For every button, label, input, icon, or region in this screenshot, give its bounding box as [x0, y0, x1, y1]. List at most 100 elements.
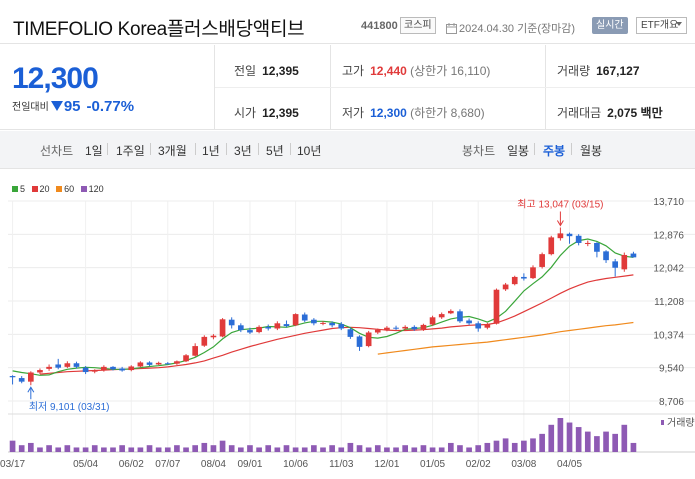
volume-legend-swatch [661, 420, 664, 425]
volume-bar [502, 438, 509, 452]
volume-bar [37, 447, 43, 452]
candle-body [210, 335, 217, 338]
tab-1day[interactable]: 1일 [85, 144, 103, 158]
candle-body [219, 319, 226, 337]
ma-legend: 5 20 60 120 [12, 184, 104, 194]
down-triangle-icon [50, 101, 63, 111]
stat-value: 12,395 [262, 106, 299, 120]
volume-bar [511, 442, 518, 452]
candle-body [429, 317, 436, 325]
stat-value: 167,127 [596, 64, 640, 78]
candle-body [438, 314, 445, 318]
volume-bar [237, 447, 244, 452]
volume-bar [183, 447, 189, 452]
realtime-button[interactable]: 실시간 [592, 17, 628, 34]
stat-value: 12,300 [370, 106, 407, 120]
x-tick-label: 05/04 [73, 459, 98, 470]
legend-label: 60 [64, 184, 75, 194]
x-tick-label: 10/06 [283, 459, 308, 470]
candle-body [475, 323, 482, 329]
volume-bar [128, 447, 135, 452]
candle-body [174, 361, 180, 364]
stat-amount: 거래대금 2,075 백만 [557, 104, 663, 121]
volume-bar [283, 445, 290, 452]
candle-body [101, 366, 107, 371]
candle-body [484, 324, 491, 328]
candle-body [91, 370, 98, 372]
market-badge: 코스피 [400, 17, 436, 34]
candle-body [447, 310, 454, 314]
candle-body [228, 319, 235, 326]
candle-body [256, 326, 262, 333]
candle-body [18, 378, 25, 382]
tab-5year[interactable]: 5년 [266, 144, 284, 158]
candle-body [311, 319, 317, 324]
tab-1year[interactable]: 1년 [202, 144, 220, 158]
candle-body [183, 355, 189, 362]
x-tick-label: 06/02 [119, 459, 144, 470]
legend-swatch-120 [80, 186, 87, 192]
date-info: 2024.04.30 기준(장마감) [446, 20, 575, 36]
candle-body [37, 370, 43, 373]
volume-bar [146, 445, 153, 452]
tab-10year[interactable]: 10년 [297, 144, 322, 158]
candle-body [55, 364, 62, 368]
y-tick-label: 11,208 [654, 297, 684, 308]
tab-daily[interactable]: 일봉 [507, 144, 530, 158]
volume-bar [484, 442, 491, 452]
volume-bar [119, 445, 125, 452]
candle-body [265, 326, 272, 329]
candle-body [283, 324, 290, 327]
candle-body [539, 254, 545, 267]
x-tick-label: 03/08 [511, 459, 536, 470]
max-arrow-head [556, 220, 564, 227]
candle-body [347, 329, 354, 337]
candle-body [466, 320, 472, 324]
volume-bar [539, 433, 545, 452]
ma60-line [377, 321, 634, 355]
volume-bar [9, 440, 16, 452]
tab-3year[interactable]: 3년 [234, 144, 252, 158]
volume-bar [411, 447, 418, 452]
tab-3month[interactable]: 3개월 [158, 144, 187, 158]
current-price-panel: 12,300 전일대비 95 -0.77% [0, 45, 215, 130]
volume-bar [365, 447, 372, 452]
candle-body [82, 367, 89, 373]
x-tick-label: 09/01 [237, 459, 262, 470]
stat-low: 저가 12,300 (하한가 8,680) [342, 104, 485, 121]
y-tick-label: 12,042 [653, 264, 684, 275]
y-tick-label: 12,876 [653, 230, 684, 241]
stat-label: 저가 [342, 106, 365, 120]
volume-bar [621, 424, 628, 452]
volume-bar [320, 447, 326, 452]
tab-weekly[interactable]: 주봉 [543, 144, 566, 158]
tab-1week[interactable]: 1주일 [116, 144, 145, 158]
candle-body [594, 242, 600, 252]
volume-bar [475, 445, 482, 452]
change-value: 95 [63, 98, 81, 115]
volume-bar [137, 447, 144, 452]
candle-body [128, 366, 135, 371]
y-tick-label: 10,374 [653, 330, 684, 341]
volume-bar [91, 445, 98, 452]
candle-body [511, 276, 518, 285]
candle-body [237, 325, 244, 331]
candle-body [521, 276, 527, 279]
stat-label: 거래량 [557, 64, 591, 78]
candle-body [201, 336, 208, 346]
legend-label: 20 [39, 184, 50, 194]
tab-monthly[interactable]: 월봉 [580, 144, 603, 158]
volume-bar [210, 445, 217, 452]
volume-bar [256, 447, 262, 452]
candle-body [110, 366, 116, 370]
volume-bar [603, 431, 609, 452]
volume-bar [566, 422, 573, 452]
volume-label: 거래량 [667, 417, 695, 429]
volume-bar [584, 431, 591, 452]
candle-body [374, 329, 381, 333]
volume-bar [27, 442, 34, 452]
etf-info-dropdown[interactable]: ETF개요 [636, 17, 687, 34]
legend-label: 5 [20, 184, 26, 194]
date-text: 2024.04.30 기준(장마감) [459, 23, 576, 35]
